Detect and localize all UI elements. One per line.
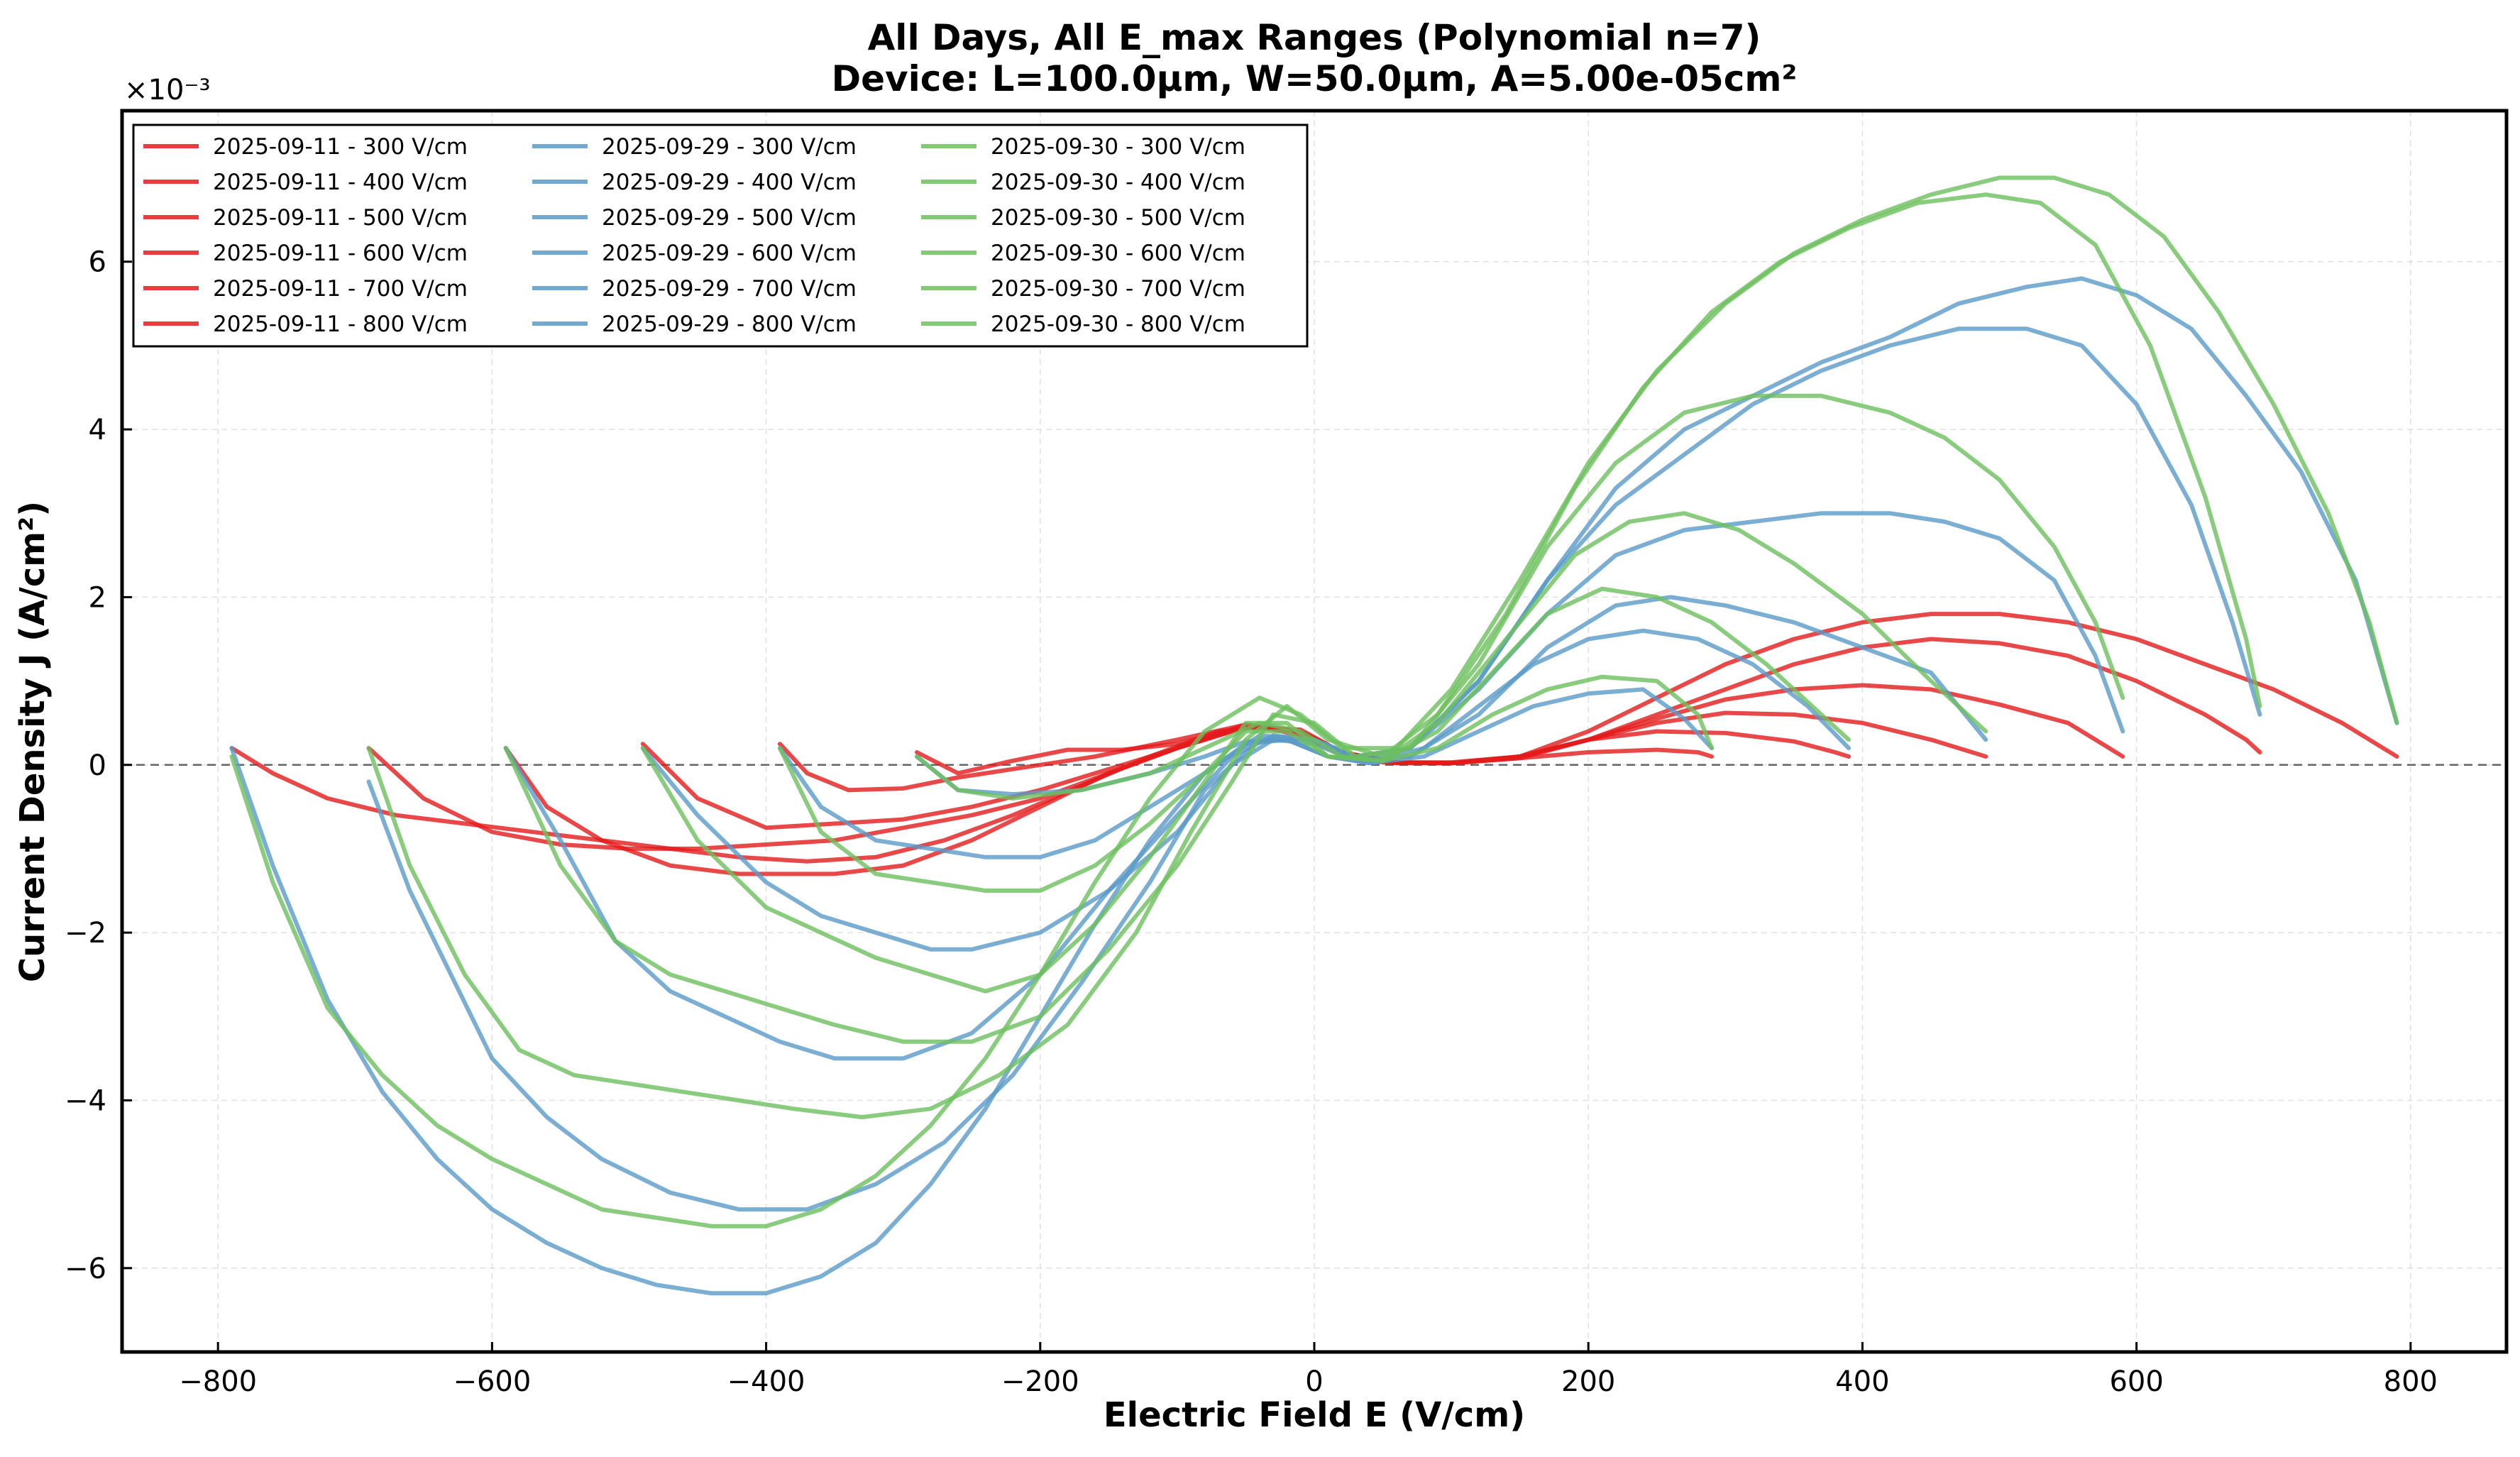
y-tick-label: −6 bbox=[65, 1253, 106, 1285]
y-tick-label: 2 bbox=[89, 581, 106, 614]
series-line bbox=[366, 192, 2262, 1120]
legend-label: 2025-09-29 - 600 V/cm bbox=[602, 241, 857, 266]
x-axis-label: Electric Field E (V/cm) bbox=[1104, 1395, 1525, 1435]
x-tick-label: 800 bbox=[2384, 1365, 2438, 1398]
x-tick-label: 400 bbox=[1835, 1365, 1889, 1398]
legend-label: 2025-09-29 - 800 V/cm bbox=[602, 312, 857, 337]
legend-label: 2025-09-11 - 800 V/cm bbox=[213, 312, 468, 337]
series-group bbox=[229, 175, 2399, 1296]
x-tick-label: −600 bbox=[453, 1365, 531, 1398]
y-tick-label: 0 bbox=[89, 749, 106, 782]
x-tick-label: −800 bbox=[179, 1365, 257, 1398]
legend-label: 2025-09-11 - 400 V/cm bbox=[213, 170, 468, 195]
legend-label: 2025-09-11 - 700 V/cm bbox=[213, 276, 468, 302]
y-tick-label: −4 bbox=[65, 1084, 106, 1117]
series-line bbox=[640, 511, 1988, 994]
y-tick-label: 4 bbox=[89, 414, 106, 446]
legend-box bbox=[132, 123, 1309, 348]
x-tick-label: −400 bbox=[727, 1365, 805, 1398]
x-tick-label: 0 bbox=[1305, 1365, 1323, 1398]
legend-label: 2025-09-30 - 300 V/cm bbox=[991, 134, 1245, 160]
legend-label: 2025-09-30 - 400 V/cm bbox=[991, 170, 1245, 195]
legend-label: 2025-09-11 - 600 V/cm bbox=[213, 241, 468, 266]
ticks: −800 −600 −400 −200 0 200 400 600 800 −6 −4 −2 0 2 4 6 bbox=[65, 246, 2438, 1398]
y-tick-label: 6 bbox=[89, 246, 106, 279]
y-scale-label: ×10⁻³ bbox=[124, 74, 211, 106]
series-line bbox=[229, 175, 2399, 1228]
legend-label: 2025-09-30 - 500 V/cm bbox=[991, 205, 1245, 231]
legend: 2025-09-11 - 300 V/cm 2025-09-11 - 400 V/… bbox=[132, 123, 1309, 348]
legend-label: 2025-09-30 - 600 V/cm bbox=[991, 241, 1245, 266]
legend-label: 2025-09-29 - 500 V/cm bbox=[602, 205, 857, 231]
x-tick-label: 600 bbox=[2109, 1365, 2163, 1398]
series-line bbox=[777, 628, 1852, 859]
legend-label: 2025-09-29 - 400 V/cm bbox=[602, 170, 857, 195]
chart-title: All Days, All E_max Ranges (Polynomial n… bbox=[868, 17, 1761, 58]
legend-label: 2025-09-11 - 300 V/cm bbox=[213, 134, 468, 160]
legend-label: 2025-09-29 - 300 V/cm bbox=[602, 134, 857, 160]
legend-label: 2025-09-30 - 800 V/cm bbox=[991, 312, 1245, 337]
x-tick-label: −200 bbox=[1001, 1365, 1079, 1398]
x-tick-label: 200 bbox=[1561, 1365, 1615, 1398]
series-line bbox=[503, 393, 2125, 1044]
chart-subtitle: Device: L=100.0µm, W=50.0µm, A=5.00e-05c… bbox=[832, 58, 1798, 99]
y-axis-label: Current Density J (A/cm²) bbox=[13, 501, 53, 982]
legend-label: 2025-09-11 - 500 V/cm bbox=[213, 205, 468, 231]
legend-label: 2025-09-29 - 700 V/cm bbox=[602, 276, 857, 302]
series-line bbox=[777, 586, 1852, 893]
y-tick-label: −2 bbox=[65, 917, 106, 950]
legend-label: 2025-09-30 - 700 V/cm bbox=[991, 276, 1245, 302]
